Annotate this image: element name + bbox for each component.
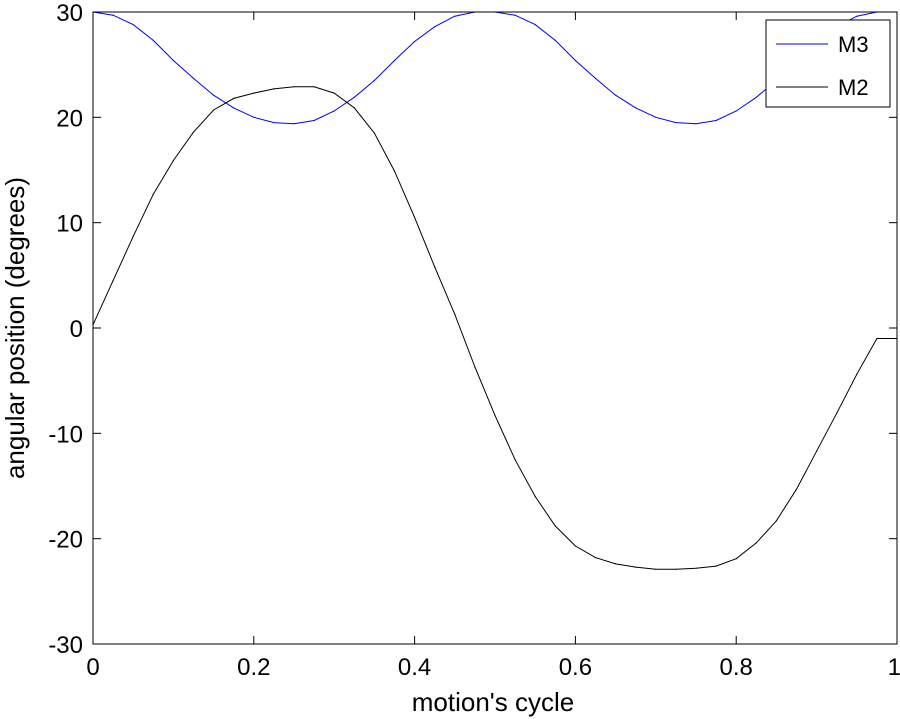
data-point-m2 <box>876 337 878 340</box>
data-point-m2 <box>192 131 195 133</box>
data-point-m2 <box>333 92 335 94</box>
data-point-m3 <box>454 15 456 17</box>
x-tick-label: 0 <box>86 654 99 681</box>
x-tick-label: 0.4 <box>398 654 431 681</box>
y-tick-label: -20 <box>48 527 83 554</box>
data-point-m2 <box>353 107 355 109</box>
x-tick-label: 1 <box>888 654 900 681</box>
data-point-m3 <box>554 39 556 42</box>
data-point-m2 <box>836 412 838 414</box>
data-point-m3 <box>615 94 617 96</box>
data-point-m3 <box>373 79 375 82</box>
data-point-m2 <box>856 373 858 375</box>
data-point-m3 <box>253 116 255 118</box>
data-point-m3 <box>152 39 154 42</box>
y-tick-label: 30 <box>56 0 83 27</box>
y-tick-label: 10 <box>56 211 83 238</box>
tick-layer: 0 0.2 0.4 0.6 0.8 1 -30 -20 -10 0 10 20 30 <box>48 0 900 681</box>
data-point-m2 <box>795 488 798 490</box>
data-point-m3 <box>112 14 114 16</box>
y-tick-label: 0 <box>70 316 83 343</box>
data-point-m2 <box>474 366 476 368</box>
data-point-m2 <box>172 159 174 162</box>
data-point-m3 <box>594 77 597 79</box>
data-point-m2 <box>233 97 235 99</box>
plot-area <box>93 12 897 644</box>
data-point-m2 <box>554 525 556 527</box>
data-point-m3 <box>192 77 195 79</box>
data-point-m3 <box>735 110 737 112</box>
data-point-m3 <box>574 59 577 62</box>
data-point-m2 <box>574 545 577 547</box>
y-axis-label: angular position (degrees) <box>0 177 30 479</box>
data-point-m2 <box>755 542 757 544</box>
data-point-m2 <box>715 565 717 567</box>
legend-label-m3: M3 <box>838 32 869 57</box>
data-point-m2 <box>414 216 416 218</box>
data-point-m2 <box>273 88 275 90</box>
data-point-m3 <box>755 96 757 98</box>
data-point-m2 <box>293 86 295 88</box>
legend-label-m2: M2 <box>838 75 869 100</box>
data-point-m3 <box>313 119 315 122</box>
data-point-m2 <box>655 568 657 570</box>
y-tick-label: 20 <box>56 105 83 132</box>
data-point-m2 <box>313 86 315 88</box>
data-point-m3 <box>353 96 355 98</box>
data-point-m3 <box>333 110 335 112</box>
data-point-m2 <box>514 459 516 461</box>
data-point-m2 <box>253 92 255 94</box>
x-tick-label: 0.6 <box>559 654 592 681</box>
data-point-m3 <box>534 24 536 26</box>
data-point-m2 <box>735 558 737 560</box>
data-point-m2 <box>816 450 818 452</box>
data-point-m2 <box>454 313 456 315</box>
data-point-m2 <box>615 563 617 565</box>
data-point-m3 <box>132 24 134 26</box>
data-point-m2 <box>675 568 677 570</box>
data-point-m2 <box>695 567 697 569</box>
y-tick-label: -10 <box>48 421 83 448</box>
data-point-m3 <box>213 94 215 96</box>
data-point-m3 <box>172 59 174 62</box>
y-tick-label: -30 <box>48 632 83 659</box>
legend: M3 M2 <box>765 19 891 108</box>
data-point-m3 <box>233 107 235 109</box>
data-point-m3 <box>655 116 657 118</box>
data-point-m2 <box>494 414 496 416</box>
x-axis-label: motion's cycle <box>412 687 574 717</box>
data-point-m2 <box>534 495 536 498</box>
data-point-m2 <box>434 266 436 268</box>
data-point-m2 <box>775 520 778 522</box>
data-point-m3 <box>856 15 858 17</box>
data-point-m2 <box>152 193 154 195</box>
data-point-m3 <box>393 59 396 62</box>
data-point-m2 <box>594 557 597 559</box>
legend-items: M3 M2 <box>776 32 869 100</box>
data-point-m2 <box>635 566 637 568</box>
x-tick-label: 0.8 <box>720 654 753 681</box>
data-point-m3 <box>434 26 436 28</box>
data-point-m3 <box>273 122 275 124</box>
data-point-m2 <box>132 235 134 237</box>
legend-box <box>765 19 891 108</box>
data-point-m3 <box>414 40 416 43</box>
data-point-m2 <box>213 109 215 111</box>
data-point-m3 <box>293 123 295 125</box>
x-tick-label: 0.2 <box>237 654 270 681</box>
data-point-m3 <box>695 123 697 125</box>
data-point-m3 <box>635 107 637 109</box>
data-point-m2 <box>112 280 114 282</box>
data-point-m3 <box>715 119 717 122</box>
data-point-m2 <box>373 132 375 134</box>
data-point-m2 <box>393 170 396 172</box>
data-point-m3 <box>675 122 677 124</box>
data-point-m3 <box>514 14 516 16</box>
